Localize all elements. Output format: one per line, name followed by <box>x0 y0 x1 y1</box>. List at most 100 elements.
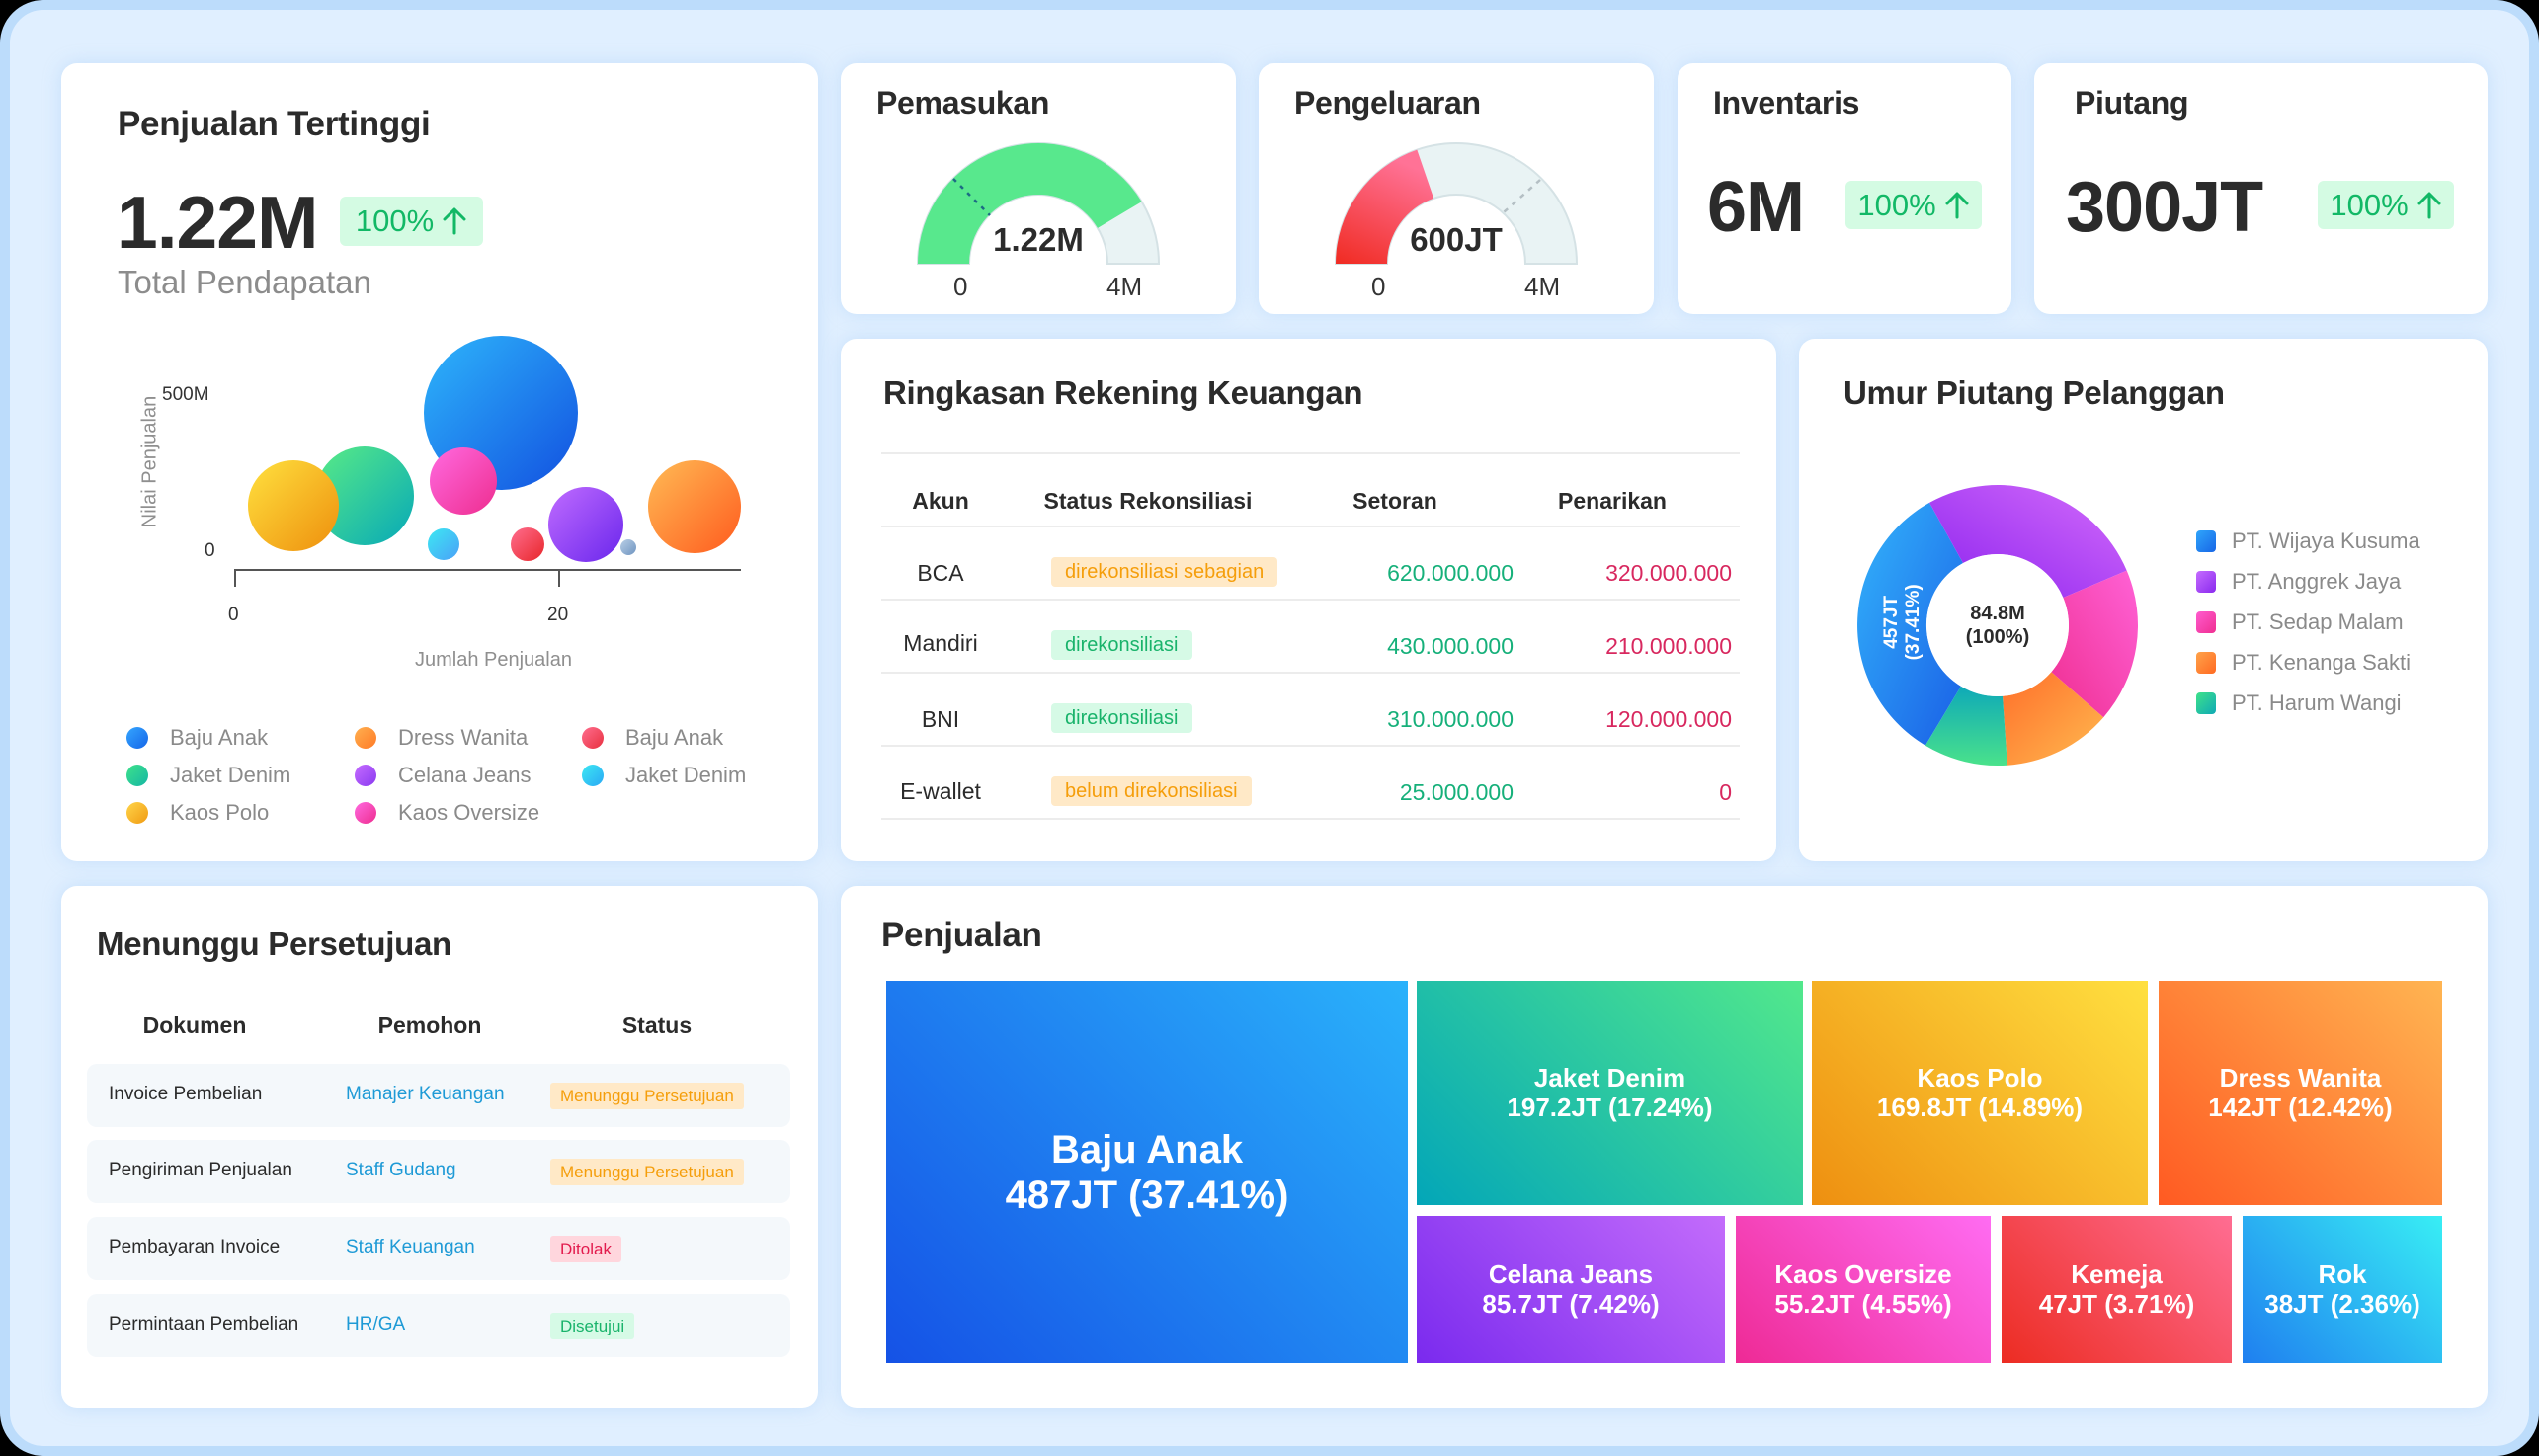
tile-rok[interactable]: Rok 38JT (2.36%) <box>2243 1216 2442 1363</box>
legend-item[interactable]: Baju Anak <box>126 725 268 751</box>
segment-wijaya-kusuma[interactable] <box>1857 502 1963 746</box>
approval-row[interactable]: Invoice Pembelian Manajer Keuangan Menun… <box>87 1064 790 1127</box>
tile-kaos-polo[interactable]: Kaos Polo 169.8JT (14.89%) <box>1812 981 2148 1205</box>
status-badge: direkonsiliasi <box>1051 630 1192 660</box>
tile-dress-wanita[interactable]: Dress Wanita 142JT (12.42%) <box>2159 981 2442 1205</box>
divider <box>881 818 1740 820</box>
segment-sedap-malam[interactable] <box>2051 570 2138 718</box>
legend-item[interactable]: PT. Sedap Malam <box>2196 609 2404 635</box>
change-value: 100% <box>2330 187 2409 222</box>
segment-kenanga-sakti[interactable] <box>2003 672 2104 766</box>
card-title: Pengeluaran <box>1294 85 1481 121</box>
card-title: Penjualan Tertinggi <box>118 105 431 143</box>
expense-gauge <box>1334 142 1579 265</box>
divider <box>881 526 1740 527</box>
legend-item[interactable]: Jaket Denim <box>582 763 746 788</box>
approval-row[interactable]: Pembayaran Invoice Staff Keuangan Ditola… <box>87 1217 790 1280</box>
deposit-cell: 310.000.000 <box>1387 706 1514 732</box>
donut-segments <box>1857 485 2138 767</box>
card-title: Pemasukan <box>876 85 1050 121</box>
deposit-cell: 620.000.000 <box>1387 560 1514 586</box>
bubble-kaos-polo[interactable] <box>248 460 339 551</box>
bubble-dress-wanita[interactable] <box>648 460 741 553</box>
bubble-baju-anak-2[interactable] <box>511 527 544 561</box>
legend-item[interactable]: Jaket Denim <box>126 763 290 788</box>
tile-celana-jeans[interactable]: Celana Jeans 85.7JT (7.42%) <box>1417 1216 1725 1363</box>
x-axis <box>234 569 741 587</box>
tile-kemeja[interactable]: Kemeja 47JT (3.71%) <box>2002 1216 2232 1363</box>
tile-jaket-denim[interactable]: Jaket Denim 197.2JT (17.24%) <box>1417 981 1803 1205</box>
gauge-max: 4M <box>1106 272 1143 301</box>
inventory-card: Inventaris 6M 100% <box>1678 63 2011 314</box>
change-badge: 100% <box>1845 181 1982 229</box>
top-sales-card: Penjualan Tertinggi 1.22M 100% Total Pen… <box>61 63 818 861</box>
legend-dot-icon <box>582 727 604 749</box>
x-axis-label: Jumlah Penjualan <box>415 649 572 671</box>
legend-item[interactable]: Celana Jeans <box>355 763 532 788</box>
approval-row[interactable]: Permintaan Pembelian HR/GA Disetujui <box>87 1294 790 1357</box>
inventory-value: 6M <box>1707 168 1805 247</box>
legend-item[interactable]: PT. Wijaya Kusuma <box>2196 528 2420 554</box>
legend-item[interactable]: Kaos Polo <box>126 800 269 826</box>
bubble-kaos-oversize[interactable] <box>430 447 497 515</box>
requester-link[interactable]: Manajer Keuangan <box>346 1084 505 1104</box>
document-cell: Invoice Pembelian <box>109 1084 263 1104</box>
document-cell: Permintaan Pembelian <box>109 1314 299 1335</box>
change-value: 100% <box>355 203 435 238</box>
status-badge: Menunggu Persetujuan <box>550 1159 744 1185</box>
legend-item[interactable]: PT. Anggrek Jaya <box>2196 569 2401 595</box>
legend-dot-icon <box>355 727 376 749</box>
approval-row[interactable]: Pengiriman Penjualan Staff Gudang Menung… <box>87 1140 790 1203</box>
divider <box>881 745 1740 747</box>
requester-link[interactable]: Staff Gudang <box>346 1160 456 1180</box>
card-title: Penjualan <box>881 916 1042 954</box>
bubble-chart: 500M 0 0 20 Jumlah Penjualan Nilai Penju… <box>61 63 818 735</box>
change-badge: 100% <box>340 197 483 246</box>
gauge-target-marker <box>952 178 991 216</box>
gauge-value: 1.22M <box>993 221 1084 258</box>
requester-link[interactable]: HR/GA <box>346 1314 406 1335</box>
legend-item[interactable]: PT. Kenanga Sakti <box>2196 650 2411 676</box>
bubble-celana-jeans[interactable] <box>548 487 623 562</box>
withdrawal-cell: 210.000.000 <box>1605 633 1732 659</box>
gauge-target-marker <box>1503 179 1541 213</box>
col-header-requester: Pemohon <box>377 1012 482 1038</box>
col-header-deposit: Setoran <box>1352 488 1437 514</box>
segment-harum-wangi[interactable] <box>1925 686 2007 767</box>
legend-swatch-icon <box>2196 692 2216 714</box>
tile-kaos-oversize[interactable]: Kaos Oversize 55.2JT (4.55%) <box>1736 1216 1991 1363</box>
col-header-status: Status Rekonsiliasi <box>1043 488 1253 514</box>
withdrawal-cell: 320.000.000 <box>1605 560 1732 586</box>
bubble-jaket-denim-2[interactable] <box>428 528 459 560</box>
y-tick-500m: 500M <box>162 384 209 405</box>
legend-item[interactable]: Baju Anak <box>582 725 723 751</box>
deposit-cell: 430.000.000 <box>1387 633 1514 659</box>
status-badge: Disetujui <box>550 1313 635 1339</box>
finance-summary-card: Ringkasan Rekening Keuangan Akun Status … <box>841 339 1776 861</box>
bubble-other[interactable] <box>620 539 636 555</box>
legend-swatch-icon <box>2196 611 2216 633</box>
tile-baju-anak[interactable]: Baju Anak 487JT (37.41%) <box>886 981 1408 1363</box>
legend-dot-icon <box>355 802 376 824</box>
income-gauge <box>916 142 1161 265</box>
segment-data-label: 457JT (37.41%) <box>1881 584 1924 661</box>
change-value: 100% <box>1857 187 1936 222</box>
bubble-chart-plot <box>234 336 741 587</box>
gauge-min: 0 <box>1371 272 1386 301</box>
segment-anggrek-jaya[interactable] <box>1929 485 2127 598</box>
status-badge: Ditolak <box>550 1236 621 1262</box>
card-title: Piutang <box>2075 85 2189 121</box>
legend-item[interactable]: Dress Wanita <box>355 725 528 751</box>
receivable-age-card: Umur Piutang Pelanggan 84.8M (100%) <box>1799 339 2488 861</box>
legend-dot-icon <box>582 765 604 786</box>
x-tick-0: 0 <box>228 605 239 625</box>
bubble-jaket-denim[interactable] <box>315 446 414 545</box>
legend-item[interactable]: Kaos Oversize <box>355 800 539 826</box>
status-badge: direkonsiliasi sebagian <box>1051 557 1278 587</box>
gauge-fill <box>1336 149 1434 264</box>
card-title: Umur Piutang Pelanggan <box>1843 374 2225 411</box>
requester-link[interactable]: Staff Keuangan <box>346 1237 475 1257</box>
legend-item[interactable]: PT. Harum Wangi <box>2196 690 2402 716</box>
account-cell: E-wallet <box>900 778 981 804</box>
